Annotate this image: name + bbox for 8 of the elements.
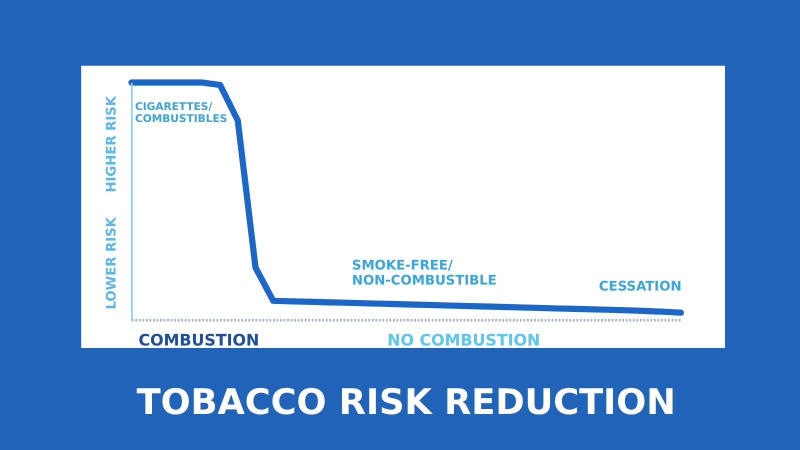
text: NO COMBUSTION	[387, 330, 540, 350]
text: LOWER RISK	[104, 216, 120, 310]
annotation: SMOKE-FREE/ NON-COMBUSTIBLE	[352, 258, 497, 289]
text: HIGHER RISK	[104, 95, 120, 193]
text: TOBACCO RISK REDUCTION	[136, 382, 676, 424]
annotation: CIGARETTES/ COMBUSTIBLES	[134, 100, 228, 126]
text: COMBUSTION	[138, 330, 260, 350]
annotation: CESSATION	[598, 280, 682, 295]
